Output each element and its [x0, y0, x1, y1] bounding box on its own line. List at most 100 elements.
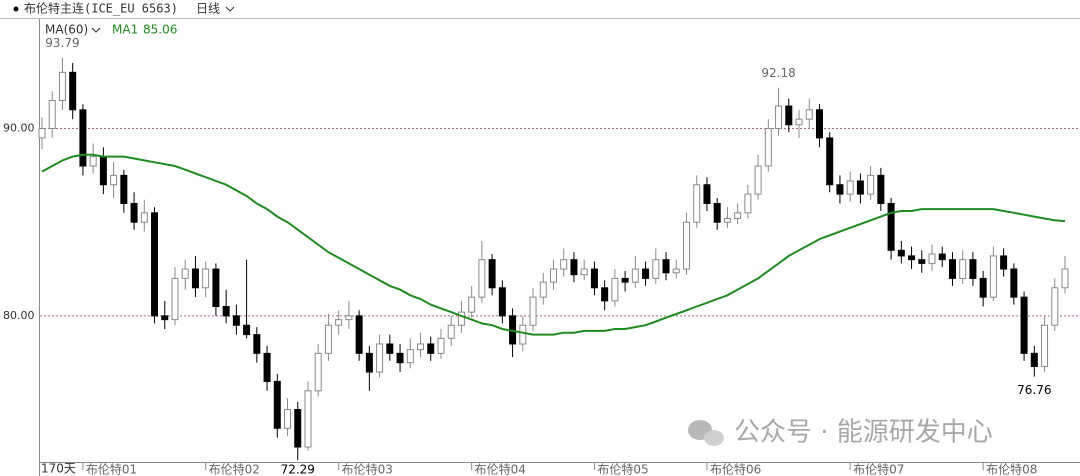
- candle-body: [48, 99, 56, 130]
- candle-body: [928, 253, 936, 264]
- candle-body: [795, 118, 803, 126]
- x-tick-label: 布伦特03: [342, 462, 393, 476]
- ma-name: MA1: [112, 23, 138, 37]
- candle-body: [948, 259, 956, 279]
- candle-body: [417, 343, 425, 351]
- candle-body: [314, 352, 322, 392]
- candle-body: [570, 259, 578, 276]
- candle-body: [846, 180, 854, 195]
- candle-body: [335, 319, 343, 326]
- candle-body: [232, 315, 240, 326]
- candle-body: [89, 156, 97, 167]
- candle-body: [365, 352, 373, 373]
- candle-body: [539, 281, 547, 298]
- candle-body: [171, 277, 179, 321]
- x-tick-label: 布伦特02: [209, 462, 260, 476]
- candle-body: [836, 184, 844, 195]
- candle-body: [959, 259, 967, 279]
- candle-body: [222, 306, 230, 317]
- x-tick-label: 布伦特06: [710, 462, 761, 476]
- x-tick-label: 布伦特05: [597, 462, 648, 476]
- candle-body: [703, 184, 711, 204]
- candle-body: [631, 268, 639, 283]
- candle-body: [396, 352, 404, 364]
- candle-body: [140, 212, 148, 223]
- candle-body: [969, 259, 977, 279]
- watermark-icon: [688, 420, 724, 446]
- candle-body: [682, 221, 690, 270]
- x-tick-label: 布伦特04: [475, 462, 526, 476]
- candle-body: [437, 337, 445, 354]
- candle-body: [130, 202, 138, 223]
- candle-body: [110, 174, 118, 186]
- candle-body: [590, 268, 598, 289]
- x-span-label: 170天: [41, 462, 76, 476]
- candle-body: [1030, 352, 1038, 367]
- low-label: 72.29: [281, 463, 315, 476]
- indicator-chevron[interactable]: [91, 27, 101, 33]
- candle-body: [69, 71, 77, 111]
- high-label: 93.79: [45, 36, 79, 50]
- candle-body: [284, 409, 292, 429]
- candle-body: [345, 315, 353, 321]
- candle-body: [243, 324, 251, 336]
- candle-body: [785, 105, 793, 126]
- candle-body: [263, 352, 271, 382]
- candle-body: [447, 324, 455, 339]
- candle-body: [723, 217, 731, 223]
- candle-body: [355, 315, 363, 354]
- candle-body: [877, 174, 885, 204]
- candle-body: [273, 380, 281, 429]
- candle-body: [979, 277, 987, 298]
- candle-body: [897, 249, 905, 257]
- candle-body: [642, 268, 650, 279]
- candle-body: [427, 343, 435, 354]
- candle-body: [191, 268, 199, 289]
- candle-body: [457, 311, 465, 326]
- candle-body: [560, 259, 568, 270]
- candle-body: [488, 259, 496, 289]
- symbol[interactable]: 布伦特主连(ICE_EU 6563): [24, 1, 178, 16]
- candle-body: [856, 180, 864, 195]
- candle-body: [386, 343, 394, 354]
- candle-body: [826, 137, 834, 186]
- low-label: 76.76: [1017, 383, 1051, 397]
- period[interactable]: 日线: [196, 2, 220, 16]
- candle-body: [754, 165, 762, 195]
- candle-body: [99, 156, 107, 186]
- candle-body: [652, 259, 660, 279]
- indicator[interactable]: MA(60): [45, 23, 88, 37]
- candle-body: [815, 109, 823, 139]
- watermark: 公众号 · 能源研发中心: [734, 418, 993, 448]
- ma-line: [41, 153, 1066, 336]
- candle-body: [406, 349, 414, 364]
- candle-body: [253, 334, 261, 354]
- candle-body: [744, 193, 752, 214]
- candle-body: [202, 268, 210, 289]
- ma-value: 85.06: [143, 23, 177, 37]
- candle-body: [151, 212, 159, 317]
- candle-body: [498, 287, 506, 317]
- candle-body: [672, 268, 680, 274]
- y-tick-label: 80.00: [3, 309, 35, 322]
- y-tick-label: 90.00: [3, 122, 35, 135]
- candle-body: [324, 324, 332, 354]
- candle-body: [693, 184, 701, 223]
- candle-body: [867, 174, 875, 195]
- candle-body: [1000, 255, 1008, 270]
- candle-body: [662, 259, 670, 274]
- candle-body: [764, 128, 772, 167]
- candle-body: [468, 296, 476, 313]
- candle-body: [989, 255, 997, 298]
- candle-body: [550, 268, 557, 283]
- candle-body: [1061, 268, 1069, 289]
- period-chevron[interactable]: [225, 6, 235, 12]
- candle-body: [938, 253, 946, 261]
- candle-body: [713, 202, 721, 223]
- x-tick-label: 布伦特07: [853, 462, 904, 476]
- candle-body: [918, 259, 926, 264]
- candle-body: [376, 343, 384, 373]
- candle-body: [58, 71, 66, 101]
